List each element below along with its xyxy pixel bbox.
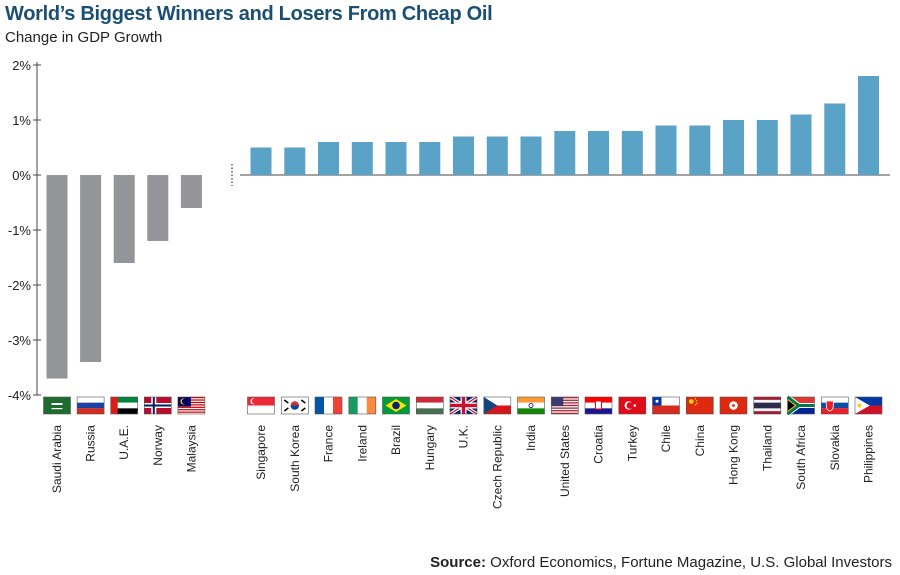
malaysia-flag-icon	[177, 396, 206, 415]
category-label: Czech Republic	[490, 425, 504, 509]
y-tick-label: -1%	[8, 223, 32, 238]
y-tick-label: 0%	[12, 168, 31, 183]
india-flag-icon	[517, 396, 545, 415]
category-label: Philippines	[862, 425, 876, 483]
slovakia-flag-icon	[820, 396, 849, 415]
uae-flag-icon	[110, 396, 138, 415]
y-tick-label: -3%	[8, 333, 32, 348]
category-label: Turkey	[625, 425, 639, 461]
bar	[621, 131, 643, 175]
category-label: Norway	[151, 425, 165, 466]
chile-flag-icon	[652, 396, 680, 415]
bar	[113, 175, 135, 263]
category-label: South Africa	[794, 425, 808, 490]
croatia-flag-icon	[584, 396, 613, 415]
thailand-flag-icon	[753, 396, 782, 415]
bar	[284, 147, 306, 175]
brazil-flag-icon	[382, 396, 410, 415]
saudi-arabia-flag-icon	[43, 396, 71, 415]
category-label: China	[693, 425, 707, 457]
singapore-flag-icon	[247, 396, 275, 415]
source-note: Source: Oxford Economics, Fortune Magazi…	[430, 554, 892, 571]
france-flag-icon	[314, 396, 343, 415]
category-label: Ireland	[355, 425, 369, 462]
category-label: Saudi Arabia	[50, 425, 64, 493]
y-tick-label: -4%	[8, 388, 32, 403]
bar	[756, 120, 778, 175]
bar	[824, 103, 846, 175]
turkey-flag-icon	[618, 396, 647, 415]
bar	[858, 76, 879, 175]
bar	[180, 175, 202, 208]
bar	[419, 142, 441, 175]
bar	[453, 136, 474, 175]
bar	[250, 147, 272, 175]
category-label: India	[524, 425, 538, 451]
source-label: Source:	[430, 554, 486, 571]
hong-kong-flag-icon	[719, 396, 748, 415]
chart-title: World’s Biggest Winners and Losers From …	[5, 3, 493, 25]
bar	[351, 142, 373, 175]
y-tick-label: -2%	[8, 278, 32, 293]
bar	[385, 142, 407, 175]
bar	[655, 125, 677, 175]
y-tick-label: 1%	[12, 113, 31, 128]
category-label: Russia	[84, 425, 98, 462]
south-korea-flag-icon	[280, 396, 309, 415]
category-label: U.K.	[457, 425, 471, 448]
chart-subtitle: Change in GDP Growth	[5, 29, 163, 46]
category-label: U.A.E.	[117, 425, 131, 460]
bar	[689, 125, 711, 175]
bar	[46, 175, 68, 379]
bar	[486, 136, 508, 175]
czech-republic-flag-icon	[483, 396, 512, 415]
category-label: Slovakia	[828, 425, 842, 471]
category-label: France	[322, 425, 336, 463]
source-text: Oxford Economics, Fortune Magazine, U.S.…	[490, 554, 892, 571]
y-tick-label: 2%	[12, 58, 31, 73]
category-label: Hong Kong	[727, 425, 741, 485]
category-label: Chile	[659, 425, 673, 453]
category-label: Singapore	[254, 425, 268, 480]
philippines-flag-icon	[854, 396, 883, 415]
bar	[80, 175, 102, 362]
china-flag-icon	[685, 396, 714, 415]
uk-flag-icon	[449, 395, 478, 416]
bar	[554, 131, 576, 175]
russia-flag-icon	[76, 396, 105, 415]
category-label: Thailand	[760, 425, 774, 471]
category-label: Hungary	[423, 425, 437, 470]
bar	[318, 142, 339, 175]
bar	[520, 136, 542, 175]
category-label: Brazil	[389, 425, 403, 455]
category-label: Malaysia	[184, 425, 198, 473]
bar	[790, 114, 812, 175]
south-africa-flag-icon	[786, 394, 815, 417]
united-states-flag-icon	[550, 396, 579, 415]
bar	[147, 175, 169, 241]
ireland-flag-icon	[348, 396, 377, 415]
category-label: United States	[558, 425, 572, 497]
bar	[723, 120, 744, 175]
hungary-flag-icon	[415, 396, 444, 415]
category-label: Croatia	[592, 425, 606, 464]
category-label: South Korea	[288, 425, 302, 492]
norway-flag-icon	[144, 396, 172, 415]
bar	[588, 131, 609, 175]
